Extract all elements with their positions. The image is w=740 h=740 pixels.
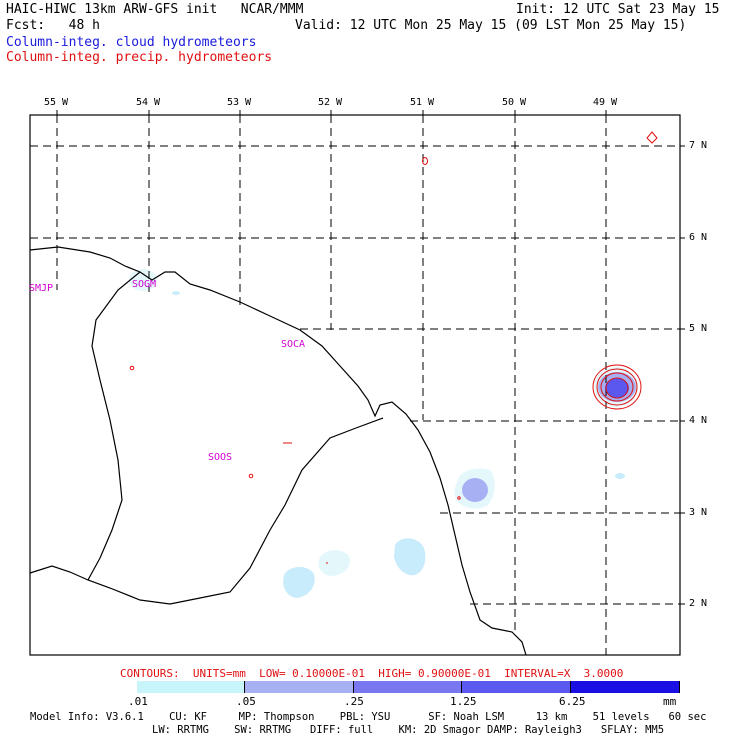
colorbar-label-25: .25: [344, 695, 364, 708]
coastline: [29, 246, 527, 656]
colorbar-bin-3: [354, 681, 462, 693]
lon-label-53w: 53 W: [227, 97, 252, 108]
cloud-shading: [129, 269, 638, 598]
precip-contours: [129, 131, 658, 564]
lon-label-55w: 55 W: [44, 97, 69, 108]
lat-label-3n: 3 N: [689, 507, 708, 518]
cloud-speck-1: [172, 291, 180, 295]
colorbar-label-01: .01: [128, 695, 148, 708]
lon-label-49w: 49 W: [593, 97, 618, 108]
lon-label-54w: 54 W: [136, 97, 161, 108]
precip-field-label: Column-integ. precip. hydrometeors: [6, 50, 273, 65]
station-smjp: SMJP: [29, 283, 54, 294]
cloud-area-coast-core: [462, 478, 488, 502]
lon-ticks: [56, 110, 607, 115]
cloud-area-south-3: [283, 566, 315, 598]
map-frame: [29, 114, 681, 656]
forecast-hour: Fcst: 48 h: [6, 18, 100, 33]
lat-lon-grid: [30, 115, 680, 655]
model-info-line2: LW: RRTMG SW: RRTMG DIFF: full KM: 2D Sm…: [152, 724, 665, 736]
lat-ticks: [680, 145, 685, 605]
lat-label-2n: 2 N: [689, 598, 708, 609]
colorbar-bin-0: [30, 681, 138, 693]
cloud-field-label: Column-integ. cloud hydrometeors: [6, 35, 257, 50]
colorbar-units: mm: [663, 695, 677, 708]
station-soca: SOCA: [281, 339, 306, 350]
colorbar-label-05: .05: [236, 695, 256, 708]
colorbar-bin-2: [245, 681, 354, 693]
cloud-area-east-core: [605, 378, 629, 398]
station-sogm: SOGM: [132, 279, 157, 290]
contour-info: CONTOURS: UNITS=mm LOW= 0.10000E-01 HIGH…: [120, 667, 624, 680]
lat-label-7n: 7 N: [689, 140, 708, 151]
valid-time: Valid: 12 UTC Mon 25 May 15 (09 LST Mon …: [295, 18, 687, 33]
lat-label-4n: 4 N: [689, 415, 708, 426]
colorbar-bin-5: [571, 681, 680, 693]
lon-label-51w: 51 W: [410, 97, 435, 108]
model-info-line1: Model Info: V3.6.1 CU: KF MP: Thompson P…: [30, 711, 707, 723]
colorbar-label-125: 1.25: [450, 695, 477, 708]
station-soos: SOOS: [208, 452, 233, 463]
lat-label-5n: 5 N: [689, 323, 708, 334]
lat-label-6n: 6 N: [689, 232, 708, 243]
cloud-area-south-1: [394, 538, 426, 576]
init-time: Init: 12 UTC Sat 23 May 15: [516, 2, 720, 17]
colorbar-bin-4: [462, 681, 571, 693]
cloud-speck-2: [615, 473, 625, 479]
cloud-area-south-2: [318, 550, 350, 576]
lon-label-50w: 50 W: [502, 97, 527, 108]
model-title: HAIC-HIWC 13km ARW-GFS init NCAR/MMM: [6, 2, 304, 17]
colorbar-label-625: 6.25: [559, 695, 586, 708]
colorbar-bin-1: [137, 681, 245, 693]
lon-label-52w: 52 W: [318, 97, 343, 108]
